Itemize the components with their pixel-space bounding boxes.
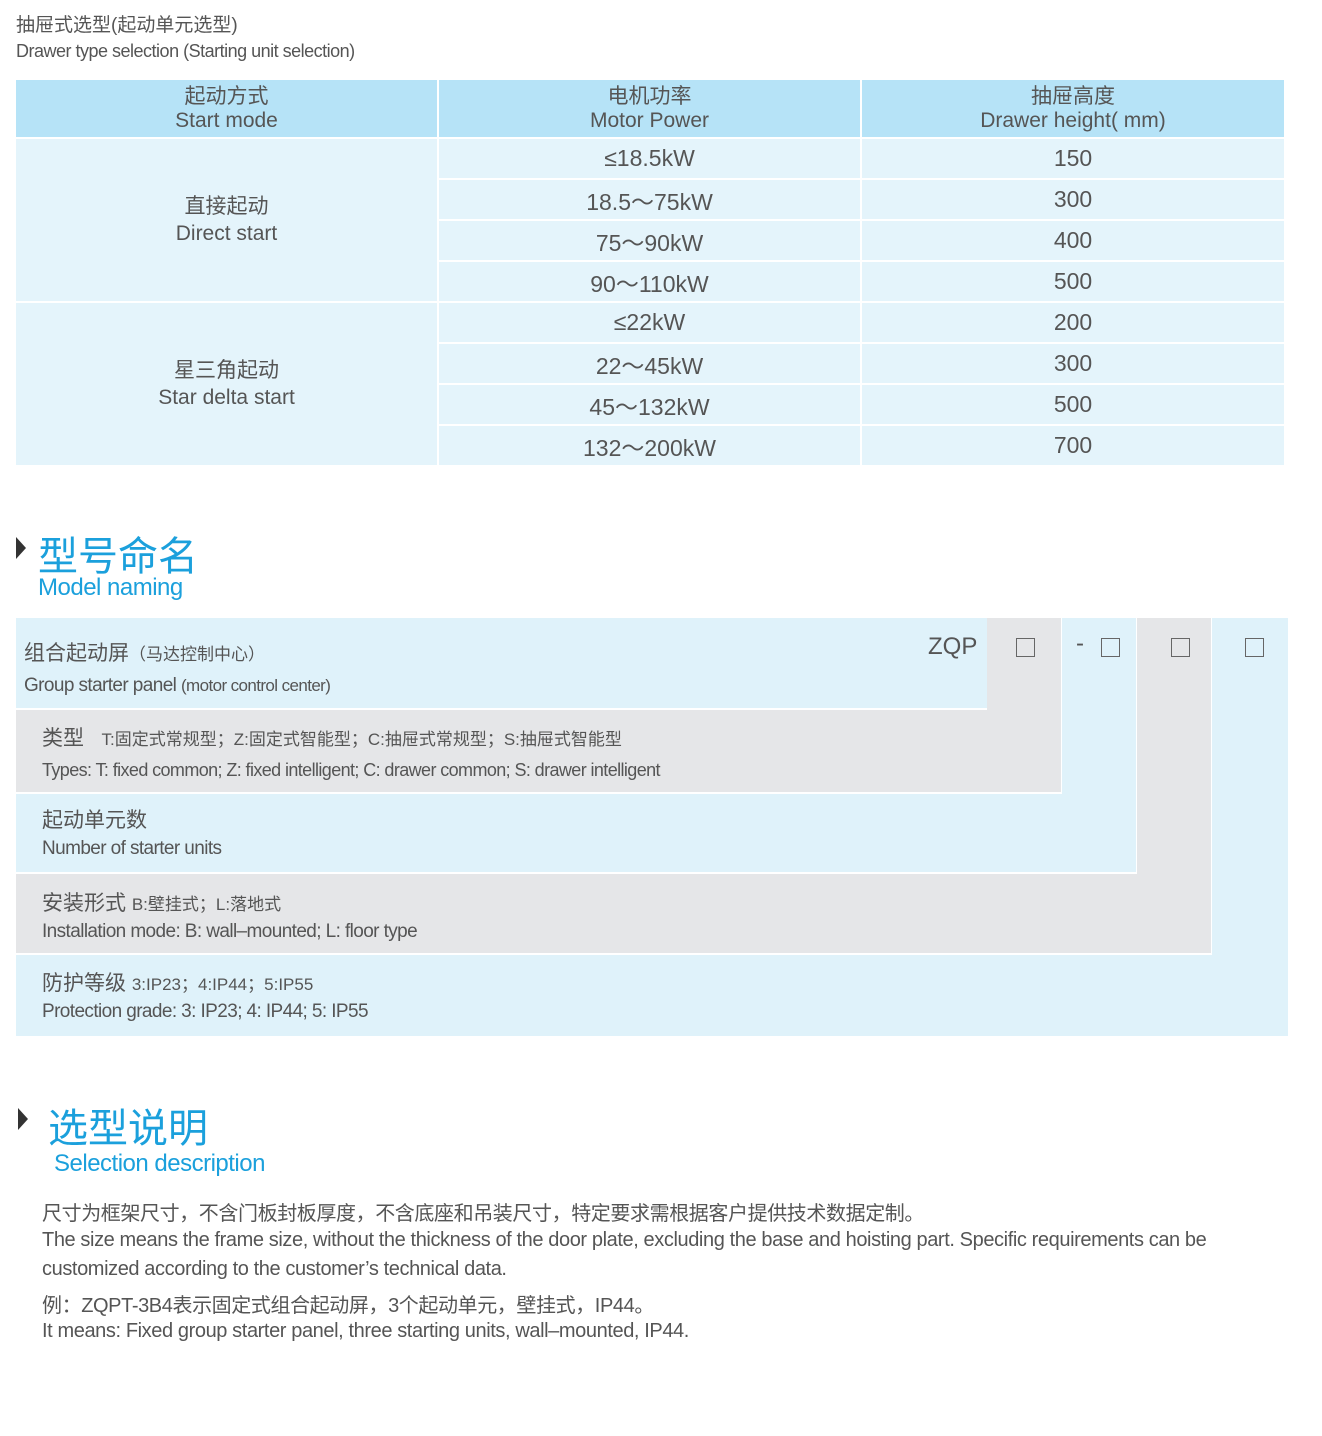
label-cn: 防护等级 — [42, 972, 126, 995]
note-cn: T:固定式常规型；Z:固定式智能型；C:抽屉式常规型；S:抽屉式智能型 — [101, 730, 622, 749]
desc-line: 尺寸为框架尺寸，不含门板封板厚度，不含底座和吊装尺寸，特定要求需根据客户提供技术… — [42, 1203, 924, 1225]
table-row: 18.5～75kW 300 — [16, 178, 1284, 220]
power-cell: 22～45kW — [437, 342, 861, 384]
label-cn: 组合起动屏 — [24, 642, 129, 665]
note-cn: 3:IP23；4:IP44；5:IP55 — [131, 975, 314, 994]
power-cell: 75～90kW — [437, 219, 861, 261]
table-row: 22～45kW 300 — [16, 342, 1284, 384]
table-row: 星三角起动 Star delta start ≤22kW 200 — [16, 301, 1284, 465]
drawer-title-en: Drawer type selection (Starting unit sel… — [16, 41, 355, 61]
header-en: Motor Power — [589, 108, 710, 132]
power-cell: 45～132kW — [437, 383, 861, 425]
height-cell: 500 — [860, 260, 1284, 302]
label-en: Number of starter units — [42, 838, 222, 859]
table-row: 90～110kW 500 — [16, 260, 1284, 302]
model-prefix: ZQP — [928, 633, 978, 660]
table-row: 132～200kW 700 — [16, 424, 1284, 465]
selection-title: 选型说明 — [48, 1107, 208, 1151]
row-panel — [16, 618, 987, 708]
drawer-title-cn: 抽屉式选型(起动单元选型) — [16, 15, 238, 36]
height-cell: 150 — [860, 137, 1284, 179]
height-cell: 500 — [860, 383, 1284, 425]
header-motor-power: 电机功率 Motor Power — [437, 80, 861, 138]
label-en: Protection grade: 3: IP23; 4: IP44; 5: I… — [42, 1001, 369, 1022]
start-mode-cell: 直接起动 Direct start — [16, 137, 438, 302]
row-panel-text: 组合起动屏（马达控制中心） Group starter panel (motor… — [24, 637, 331, 697]
model-naming-title: 型号命名 — [38, 535, 198, 579]
label-cn: 类型 — [42, 727, 84, 750]
table-row: 45～132kW 500 — [16, 383, 1284, 425]
row-type-text: 类型 T:固定式常规型；Z:固定式智能型；C:抽屉式常规型；S:抽屉式智能型 T… — [42, 722, 661, 781]
installation-placeholder-box — [1171, 638, 1190, 657]
row-type — [16, 710, 1061, 792]
header-en: Drawer height( mm) — [980, 108, 1166, 132]
section-arrow-icon — [18, 1108, 28, 1130]
mode-cn: 星三角起动 — [174, 359, 279, 382]
note-cn: B:壁挂式；L:落地式 — [131, 895, 282, 914]
mode-en: Star delta start — [158, 386, 295, 409]
model-dash: - — [1076, 630, 1084, 657]
drawer-selection-table: 起动方式 Start mode 电机功率 Motor Power 抽屉高度 Drawe… — [16, 80, 1284, 465]
desc-line: customized according to the customer’s t… — [42, 1258, 507, 1280]
row-installation — [16, 874, 1211, 953]
table-header: 起动方式 Start mode 电机功率 Motor Power 抽屉高度 Drawe… — [16, 80, 1284, 138]
power-cell: ≤18.5kW — [437, 137, 861, 179]
desc-line: The size means the frame size, without t… — [42, 1229, 1207, 1251]
label-en: Installation mode: B: wall–mounted; L: f… — [42, 921, 418, 942]
height-cell: 700 — [860, 424, 1284, 465]
row-protection-text: 防护等级 3:IP23；4:IP44；5:IP55 Protection gra… — [42, 967, 369, 1023]
start-mode-cell: 星三角起动 Star delta start — [16, 301, 438, 465]
power-cell: ≤22kW — [437, 301, 861, 343]
label-cn: 起动单元数 — [42, 809, 147, 832]
model-naming-subtitle: Model naming — [38, 574, 183, 601]
row-units-text: 起动单元数 Number of starter units — [42, 804, 222, 860]
section-arrow-icon — [16, 537, 26, 559]
label-en: Group starter panel — [24, 675, 177, 696]
power-cell: 90～110kW — [437, 260, 861, 302]
power-cell: 132～200kW — [437, 424, 861, 465]
header-cn: 抽屉高度 — [1031, 84, 1115, 108]
selection-subtitle: Selection description — [54, 1150, 265, 1177]
height-cell: 300 — [860, 342, 1284, 384]
height-cell: 400 — [860, 219, 1284, 261]
power-cell: 18.5～75kW — [437, 178, 861, 220]
label-en: Types: T: fixed common; Z: fixed intelli… — [42, 760, 661, 780]
desc-line: 例：ZQPT-3B4表示固定式组合起动屏，3个起动单元，壁挂式，IP44。 — [42, 1295, 654, 1317]
mode-en: Direct start — [175, 222, 278, 245]
protection-placeholder-box — [1245, 638, 1264, 657]
note-en: (motor control center) — [181, 676, 331, 695]
header-start-mode: 起动方式 Start mode — [16, 80, 438, 138]
header-drawer-height: 抽屉高度 Drawer height( mm) — [860, 80, 1284, 138]
units-placeholder-box — [1101, 638, 1120, 657]
height-cell: 300 — [860, 178, 1284, 220]
row-protection — [16, 955, 1288, 1036]
mode-cn: 直接起动 — [184, 195, 269, 218]
row-units — [16, 794, 1136, 872]
label-cn: 安装形式 — [42, 892, 126, 915]
header-cn: 电机功率 — [607, 84, 692, 108]
table-row: 直接起动 Direct start ≤18.5kW 150 — [16, 137, 1284, 302]
row-installation-text: 安装形式 B:壁挂式；L:落地式 Installation mode: B: w… — [42, 887, 418, 943]
note-cn: （马达控制中心） — [129, 645, 265, 664]
header-en: Start mode — [175, 108, 278, 132]
desc-line: It means: Fixed group starter panel, thr… — [42, 1320, 689, 1342]
table-row: 75～90kW 400 — [16, 219, 1284, 261]
height-cell: 200 — [860, 301, 1284, 343]
header-cn: 起动方式 — [184, 84, 269, 108]
type-placeholder-box — [1016, 638, 1035, 657]
